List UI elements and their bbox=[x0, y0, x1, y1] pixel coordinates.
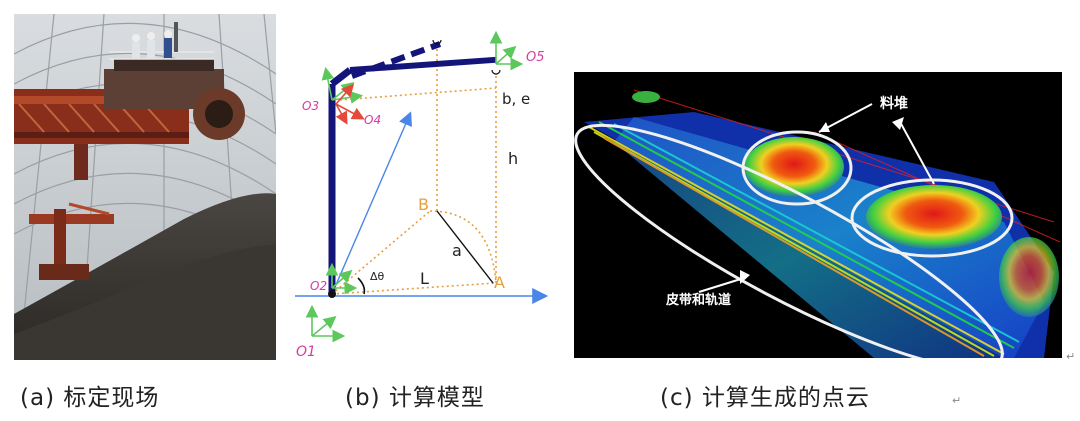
caption-b: (b) 计算模型 bbox=[345, 385, 485, 411]
label-o1: O1 bbox=[296, 344, 316, 360]
label-belt-track: 皮带和轨道 bbox=[665, 292, 731, 308]
model-svg: O5 O3 O4 O2 O1 b, e h B A a L Δθ bbox=[295, 30, 549, 360]
computation-model-diagram: O5 O3 O4 O2 O1 b, e h B A a L Δθ bbox=[290, 26, 550, 366]
frame-o3-o4 bbox=[321, 66, 365, 125]
calibration-site-photo bbox=[14, 14, 276, 360]
caption-c: (c) 计算生成的点云 bbox=[660, 385, 870, 411]
frame-o5 bbox=[489, 30, 524, 71]
angle-arc bbox=[357, 277, 366, 295]
label-L: L bbox=[420, 269, 429, 288]
segment-a bbox=[436, 210, 494, 284]
return-mark: ↵ bbox=[952, 394, 962, 407]
label-a: a bbox=[452, 241, 462, 260]
return-mark-2: ↵ bbox=[1066, 350, 1076, 363]
label-o4: O4 bbox=[364, 113, 381, 127]
label-be: b, e bbox=[502, 90, 530, 108]
frame-o1 bbox=[305, 304, 346, 343]
direction-vector bbox=[331, 111, 412, 295]
highlight-belt bbox=[574, 123, 1004, 358]
construction-lines bbox=[331, 44, 497, 295]
joint-o5 bbox=[491, 69, 501, 75]
label-o2: O2 bbox=[310, 279, 327, 293]
frame-o2 bbox=[325, 262, 358, 295]
joint-o2 bbox=[328, 290, 336, 298]
joint-top bbox=[432, 39, 442, 45]
label-o5: O5 bbox=[526, 50, 545, 65]
label-h: h bbox=[508, 149, 518, 168]
reclaimer-arm bbox=[328, 41, 496, 294]
label-dtheta: Δθ bbox=[370, 270, 385, 283]
label-o3: O3 bbox=[302, 99, 319, 113]
point-cloud-render: 料堆 皮带和轨道 bbox=[574, 72, 1062, 358]
caption-a: (a) 标定现场 bbox=[20, 385, 160, 411]
label-B: B bbox=[418, 195, 429, 214]
point-cloud-svg: 料堆 皮带和轨道 bbox=[574, 89, 1061, 358]
label-stockpile: 料堆 bbox=[880, 95, 908, 112]
label-A: A bbox=[494, 273, 505, 292]
site-photo-illustration bbox=[14, 14, 276, 360]
